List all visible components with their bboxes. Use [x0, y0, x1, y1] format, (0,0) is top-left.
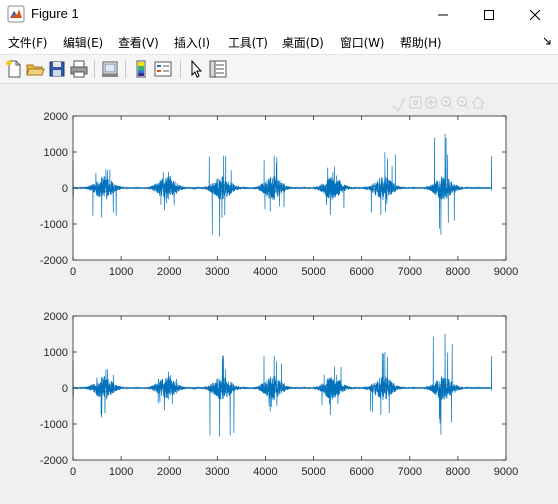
x-tick-label: 7000	[398, 266, 422, 278]
dock-arrow-icon[interactable]	[542, 36, 552, 46]
window-title: Figure 1	[31, 6, 79, 21]
zoom-in-icon[interactable]	[440, 96, 453, 109]
matlab-logo-icon	[7, 5, 25, 23]
x-tick-label: 0	[70, 266, 76, 278]
minimize-icon	[438, 14, 448, 16]
insert-legend-icon[interactable]	[153, 59, 173, 79]
x-tick-label: 8000	[446, 266, 470, 278]
x-tick-label: 6000	[349, 466, 373, 478]
link-plot-icon[interactable]	[100, 59, 120, 79]
menu-edit[interactable]: 编辑(E)	[63, 36, 103, 50]
edit-plot-icon[interactable]	[186, 59, 206, 79]
menu-tools[interactable]: 工具(T)	[228, 36, 268, 50]
menu-insert[interactable]: 插入(I)	[174, 36, 210, 50]
figure-toolbar	[0, 55, 558, 84]
y-tick-label: 1000	[44, 147, 68, 159]
x-tick-label: 3000	[205, 466, 229, 478]
menu-file[interactable]: 文件(F)	[8, 36, 48, 50]
title-bar: Figure 1	[0, 0, 558, 30]
x-tick-label: 1000	[109, 466, 133, 478]
x-tick-label: 4000	[253, 466, 277, 478]
toolbar-separator	[180, 60, 181, 78]
data-tips-icon[interactable]	[409, 96, 422, 109]
x-tick-label: 4000	[253, 266, 277, 278]
figure-canvas: 0 1000 2000 3000 4000 5000 6000 7000 8000 9000 200…	[0, 84, 558, 500]
zoom-out-icon[interactable]	[456, 96, 469, 109]
save-icon[interactable]	[47, 59, 67, 79]
y-tick-label: -2000	[40, 455, 68, 467]
maximize-button[interactable]	[466, 0, 512, 30]
y-tick-label: 0	[62, 383, 68, 395]
figure-plots: 0 1000 2000 3000 4000 5000 6000 7000 8000 9000 200…	[40, 96, 518, 478]
toolbar-separator	[94, 60, 95, 78]
open-file-icon[interactable]	[25, 59, 45, 79]
series-signal-line	[72, 333, 492, 437]
x-tick-label: 9000	[494, 266, 518, 278]
y-tick-label: 1000	[44, 347, 68, 359]
x-tick-label: 7000	[398, 466, 422, 478]
y-tick-label: -1000	[40, 419, 68, 431]
maximize-icon	[484, 10, 494, 20]
x-tick-label: 2000	[157, 266, 181, 278]
home-icon[interactable]	[471, 96, 485, 109]
menu-view[interactable]: 查看(V)	[118, 36, 159, 50]
minimize-button[interactable]	[420, 0, 466, 30]
menu-bar: 文件(F) 编辑(E) 查看(V) 插入(I) 工具(T) 桌面(D) 窗口(W…	[0, 30, 558, 55]
axes-bottom: 0 1000 2000 3000 4000 5000 6000 7000 8000 9000 200…	[40, 311, 518, 478]
new-figure-icon[interactable]	[4, 59, 24, 79]
close-button[interactable]	[512, 0, 558, 30]
x-tick-label: 0	[70, 466, 76, 478]
y-tick-label: -1000	[40, 219, 68, 231]
property-inspector-icon[interactable]	[208, 59, 228, 79]
x-tick-label: 9000	[494, 466, 518, 478]
toolbar-separator	[125, 60, 126, 78]
y-tick-label: 2000	[44, 311, 68, 323]
series-signal-line	[72, 133, 492, 237]
pan-icon[interactable]	[424, 96, 438, 109]
x-tick-label: 2000	[157, 466, 181, 478]
axes-top: 0 1000 2000 3000 4000 5000 6000 7000 8000 9000 200…	[40, 111, 518, 278]
x-tick-label: 1000	[109, 266, 133, 278]
y-tick-label: 2000	[44, 111, 68, 123]
insert-colorbar-icon[interactable]	[131, 59, 151, 79]
y-tick-label: 0	[62, 183, 68, 195]
menu-help[interactable]: 帮助(H)	[400, 36, 442, 50]
print-icon[interactable]	[69, 59, 89, 79]
x-tick-label: 5000	[301, 466, 325, 478]
x-tick-label: 5000	[301, 266, 325, 278]
axes-toolbar	[392, 96, 485, 112]
x-tick-label: 8000	[446, 466, 470, 478]
close-icon	[529, 9, 541, 21]
menu-desktop[interactable]: 桌面(D)	[282, 36, 324, 50]
y-tick-label: -2000	[40, 255, 68, 267]
menu-window[interactable]: 窗口(W)	[340, 36, 385, 50]
x-tick-label: 6000	[349, 266, 373, 278]
brush-icon[interactable]	[392, 97, 406, 112]
x-tick-label: 3000	[205, 266, 229, 278]
